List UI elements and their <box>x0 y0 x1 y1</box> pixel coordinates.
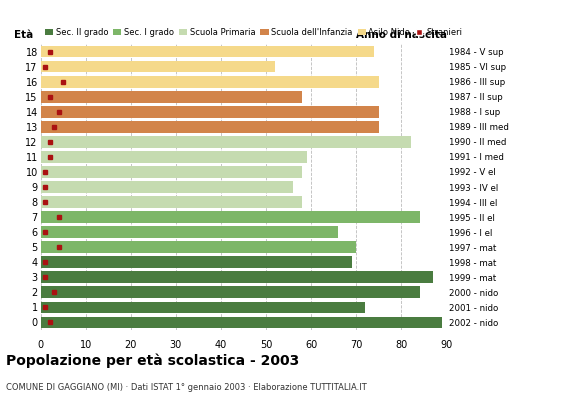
Text: Età: Età <box>14 30 34 40</box>
Text: Anno di nascita: Anno di nascita <box>356 30 447 40</box>
Legend: Sec. II grado, Sec. I grado, Scuola Primaria, Scuola dell'Infanzia, Asilo Nido, : Sec. II grado, Sec. I grado, Scuola Prim… <box>45 28 462 37</box>
Bar <box>41 166 302 178</box>
Bar <box>41 272 433 283</box>
Bar <box>41 181 293 193</box>
Bar <box>41 151 307 163</box>
Bar <box>41 121 379 133</box>
Bar <box>41 61 275 72</box>
Bar <box>41 241 356 253</box>
Bar <box>41 46 375 57</box>
Bar <box>41 317 442 328</box>
Text: COMUNE DI GAGGIANO (MI) · Dati ISTAT 1° gennaio 2003 · Elaborazione TUTTITALIA.I: COMUNE DI GAGGIANO (MI) · Dati ISTAT 1° … <box>6 383 367 392</box>
Bar <box>41 106 379 118</box>
Bar <box>41 302 365 313</box>
Text: Popolazione per età scolastica - 2003: Popolazione per età scolastica - 2003 <box>6 354 299 368</box>
Bar <box>41 226 338 238</box>
Bar <box>41 286 419 298</box>
Bar <box>41 211 419 223</box>
Bar <box>41 91 302 102</box>
Bar <box>41 196 302 208</box>
Y-axis label: Anno di nascita: Anno di nascita <box>0 399 1 400</box>
Bar <box>41 136 411 148</box>
Bar <box>41 76 379 88</box>
Bar <box>41 256 352 268</box>
